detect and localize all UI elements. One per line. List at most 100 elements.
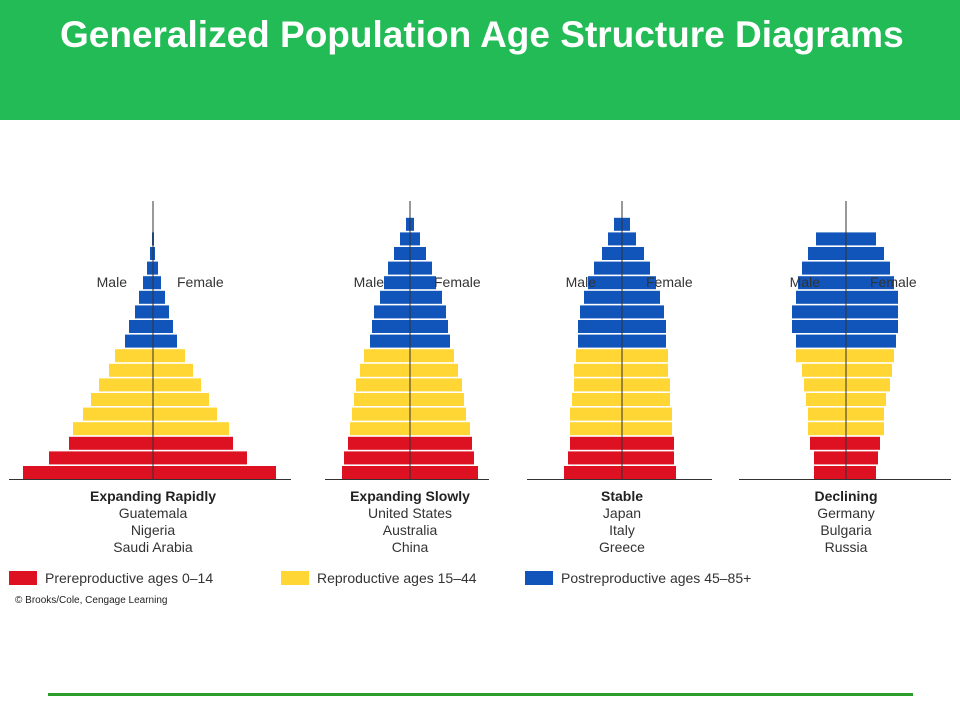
age-structure-chart: Male Female Expanding RapidlyGuatemalaNige… xyxy=(9,201,951,586)
bar-female-25-29 xyxy=(153,393,209,406)
bar-female-15-19 xyxy=(622,422,672,436)
legend-swatch-prereproductive xyxy=(9,571,37,585)
bar-male-50-54 xyxy=(792,320,846,333)
example-country: Italy xyxy=(609,522,635,538)
bar-female-15-19 xyxy=(846,422,884,436)
diagram-heading: Declining xyxy=(814,488,877,504)
bar-female-10-14 xyxy=(846,436,880,450)
bar-male-45-49 xyxy=(796,334,846,348)
bar-male-60-64 xyxy=(584,290,622,304)
bar-female-80-84 xyxy=(410,232,420,246)
bar-female-15-19 xyxy=(153,422,229,436)
diagram-heading: Stable xyxy=(601,488,643,504)
copyright-credit: © Brooks/Cole, Cengage Learning xyxy=(15,595,168,606)
bar-male-70-74 xyxy=(388,261,410,275)
bar-male-75-79 xyxy=(150,247,153,260)
bar-male-60-64 xyxy=(380,290,410,304)
bar-male-30-34 xyxy=(574,378,622,392)
bar-female-40-44 xyxy=(153,349,185,363)
bar-female-5-9 xyxy=(153,451,247,465)
example-country: Nigeria xyxy=(131,522,176,538)
bar-male-80-84 xyxy=(608,232,622,246)
bar-female-25-29 xyxy=(622,393,670,406)
bar-male-0-4 xyxy=(342,466,410,479)
bar-male-0-4 xyxy=(23,466,153,479)
bar-female-80-84 xyxy=(846,232,876,246)
bar-male-40-44 xyxy=(115,349,153,363)
bar-female-20-24 xyxy=(410,407,466,421)
bar-male-75-79 xyxy=(394,247,410,260)
bar-female-80-84 xyxy=(622,232,636,246)
bar-male-0-4 xyxy=(564,466,622,479)
legend-label-prereproductive: Prereproductive ages 0–14 xyxy=(45,570,213,586)
bar-male-15-19 xyxy=(73,422,153,436)
bar-male-20-24 xyxy=(808,407,846,421)
bar-female-60-64 xyxy=(410,290,442,304)
bar-female-45-49 xyxy=(410,334,450,348)
bar-female-85+ xyxy=(622,217,630,231)
bar-male-85+ xyxy=(406,217,410,231)
bar-male-40-44 xyxy=(796,349,846,363)
bar-male-45-49 xyxy=(125,334,153,348)
example-country: Russia xyxy=(825,539,868,555)
bar-female-30-34 xyxy=(153,378,201,392)
bar-female-50-54 xyxy=(153,320,173,333)
bar-male-55-59 xyxy=(374,305,410,319)
bar-male-5-9 xyxy=(49,451,153,465)
example-country: Japan xyxy=(603,505,641,521)
title-banner: Generalized Population Age Structure Dia… xyxy=(0,0,960,120)
bar-female-30-34 xyxy=(846,378,890,392)
male-label: Male xyxy=(97,274,128,290)
bar-male-10-14 xyxy=(69,436,153,450)
example-country: China xyxy=(392,539,429,555)
bar-female-45-49 xyxy=(153,334,177,348)
example-country: Greece xyxy=(599,539,645,555)
bar-male-25-29 xyxy=(806,393,846,406)
legend-label-reproductive: Reproductive ages 15–44 xyxy=(317,570,477,586)
bar-male-50-54 xyxy=(578,320,622,333)
bar-female-30-34 xyxy=(622,378,670,392)
bar-male-15-19 xyxy=(350,422,410,436)
bar-male-35-39 xyxy=(109,363,153,377)
example-country: Germany xyxy=(817,505,875,521)
bar-male-85+ xyxy=(614,217,622,231)
bar-male-40-44 xyxy=(364,349,410,363)
footer-rule xyxy=(48,693,913,696)
example-country: Guatemala xyxy=(119,505,188,521)
bar-male-25-29 xyxy=(354,393,410,406)
bar-female-35-39 xyxy=(410,363,458,377)
age-structure-figure: Male Female Expanding Rapidly Guatemala Nige… xyxy=(9,201,951,607)
bar-female-65-69 xyxy=(153,276,161,290)
bar-male-65-69 xyxy=(588,276,622,290)
male-label: Male xyxy=(354,274,385,290)
bar-female-0-4 xyxy=(846,466,876,479)
bar-male-10-14 xyxy=(348,436,410,450)
bar-female-75-79 xyxy=(846,247,884,260)
bar-female-60-64 xyxy=(846,290,898,304)
bar-female-50-54 xyxy=(410,320,448,333)
bar-male-0-4 xyxy=(814,466,846,479)
bar-female-20-24 xyxy=(622,407,672,421)
bar-female-50-54 xyxy=(622,320,666,333)
example-country: Australia xyxy=(383,522,438,538)
bar-male-30-34 xyxy=(356,378,410,392)
bar-male-10-14 xyxy=(810,436,846,450)
bar-male-25-29 xyxy=(91,393,153,406)
bar-female-40-44 xyxy=(846,349,894,363)
bar-female-10-14 xyxy=(410,436,472,450)
bar-female-10-14 xyxy=(153,436,233,450)
bar-female-0-4 xyxy=(153,466,276,479)
bar-female-20-24 xyxy=(846,407,884,421)
bar-male-20-24 xyxy=(570,407,622,421)
bar-female-5-9 xyxy=(846,451,878,465)
female-label: Female xyxy=(434,274,481,290)
bar-male-55-59 xyxy=(580,305,622,319)
bar-female-55-59 xyxy=(153,305,169,319)
bar-female-5-9 xyxy=(410,451,474,465)
bar-male-50-54 xyxy=(372,320,410,333)
bar-male-70-74 xyxy=(802,261,846,275)
bar-female-65-69 xyxy=(846,276,894,290)
example-country: Saudi Arabia xyxy=(113,539,193,555)
bar-male-5-9 xyxy=(568,451,622,465)
legend-swatch-postreproductive xyxy=(525,571,553,585)
